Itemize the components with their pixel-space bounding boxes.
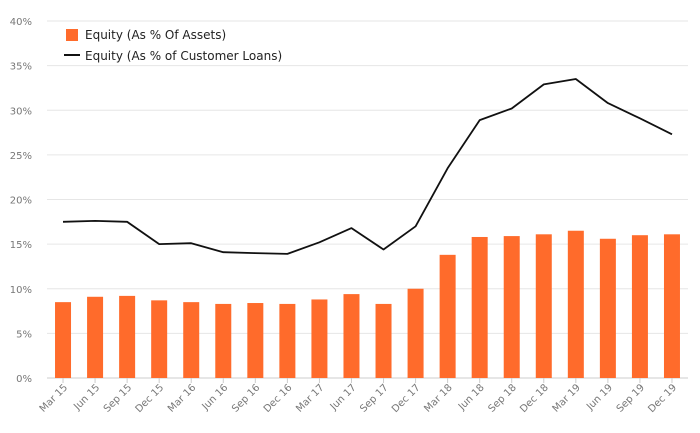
bar	[503, 236, 520, 378]
x-tick-label: Jun 19	[584, 382, 615, 413]
x-tick-label: Dec 15	[134, 382, 167, 415]
bar	[599, 238, 616, 378]
y-tick-label: 5%	[16, 329, 32, 340]
y-tick-label: 10%	[10, 285, 32, 296]
legend-label-bars: Equity (As % Of Assets)	[85, 28, 226, 42]
legend: Equity (As % Of Assets) Equity (As % of …	[64, 28, 282, 63]
bar	[567, 230, 584, 378]
y-tick-label: 15%	[10, 240, 32, 251]
gridlines	[47, 20, 688, 379]
x-tick-label: Dec 17	[390, 382, 423, 415]
x-tick-label: Mar 15	[38, 382, 70, 414]
y-tick-label: 30%	[10, 106, 32, 117]
bar	[279, 303, 296, 378]
bar	[119, 295, 136, 378]
x-tick-label: Mar 18	[422, 382, 454, 414]
x-tick-label: Sep 17	[358, 382, 390, 414]
bar	[183, 302, 200, 378]
bar	[439, 254, 456, 378]
bar-series	[55, 230, 680, 378]
y-tick-label: 40%	[10, 17, 32, 28]
y-tick-label: 35%	[10, 62, 32, 73]
bar	[631, 235, 648, 378]
x-tick-label: Sep 19	[615, 382, 647, 414]
x-tick-label: Dec 18	[518, 382, 551, 415]
y-tick-label: 20%	[10, 196, 32, 207]
x-axis: Mar 15 Jun 15 Sep 15 Dec 15 Mar 16 Jun 16 Sep …	[38, 378, 679, 415]
bar	[151, 300, 168, 378]
bar	[343, 294, 360, 378]
x-tick-label: Dec 19	[646, 382, 679, 415]
bar	[87, 296, 104, 378]
bar	[407, 288, 424, 378]
x-tick-label: Jun 16	[200, 382, 231, 413]
x-tick-label: Sep 18	[486, 382, 518, 414]
x-tick-label: Mar 16	[166, 382, 198, 414]
series-line	[62, 78, 673, 255]
x-tick-label: Mar 19	[551, 382, 583, 414]
bar	[663, 234, 680, 378]
x-tick-label: Jun 15	[71, 382, 102, 413]
legend-swatch-bars	[66, 29, 78, 41]
bar	[311, 299, 328, 378]
x-tick-label: Sep 15	[102, 382, 134, 414]
bar	[535, 234, 552, 378]
line-series	[62, 78, 673, 255]
bar	[247, 303, 264, 378]
y-axis: 0% 5% 10% 15% 20% 25% 30% 35% 40%	[10, 17, 32, 385]
bar	[55, 302, 72, 378]
x-tick-label: Jun 17	[328, 382, 359, 413]
bar	[471, 236, 488, 378]
y-tick-label: 0%	[16, 374, 32, 385]
bar	[375, 303, 392, 378]
legend-label-line: Equity (As % of Customer Loans)	[85, 49, 282, 63]
bar	[215, 303, 232, 378]
y-tick-label: 25%	[10, 151, 32, 162]
x-tick-label: Jun 18	[456, 382, 487, 413]
x-tick-label: Mar 17	[294, 382, 326, 414]
x-tick-label: Sep 16	[230, 382, 262, 414]
x-tick-label: Dec 16	[262, 382, 295, 415]
